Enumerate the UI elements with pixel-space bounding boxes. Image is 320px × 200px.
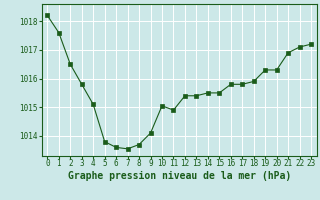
X-axis label: Graphe pression niveau de la mer (hPa): Graphe pression niveau de la mer (hPa) [68,171,291,181]
